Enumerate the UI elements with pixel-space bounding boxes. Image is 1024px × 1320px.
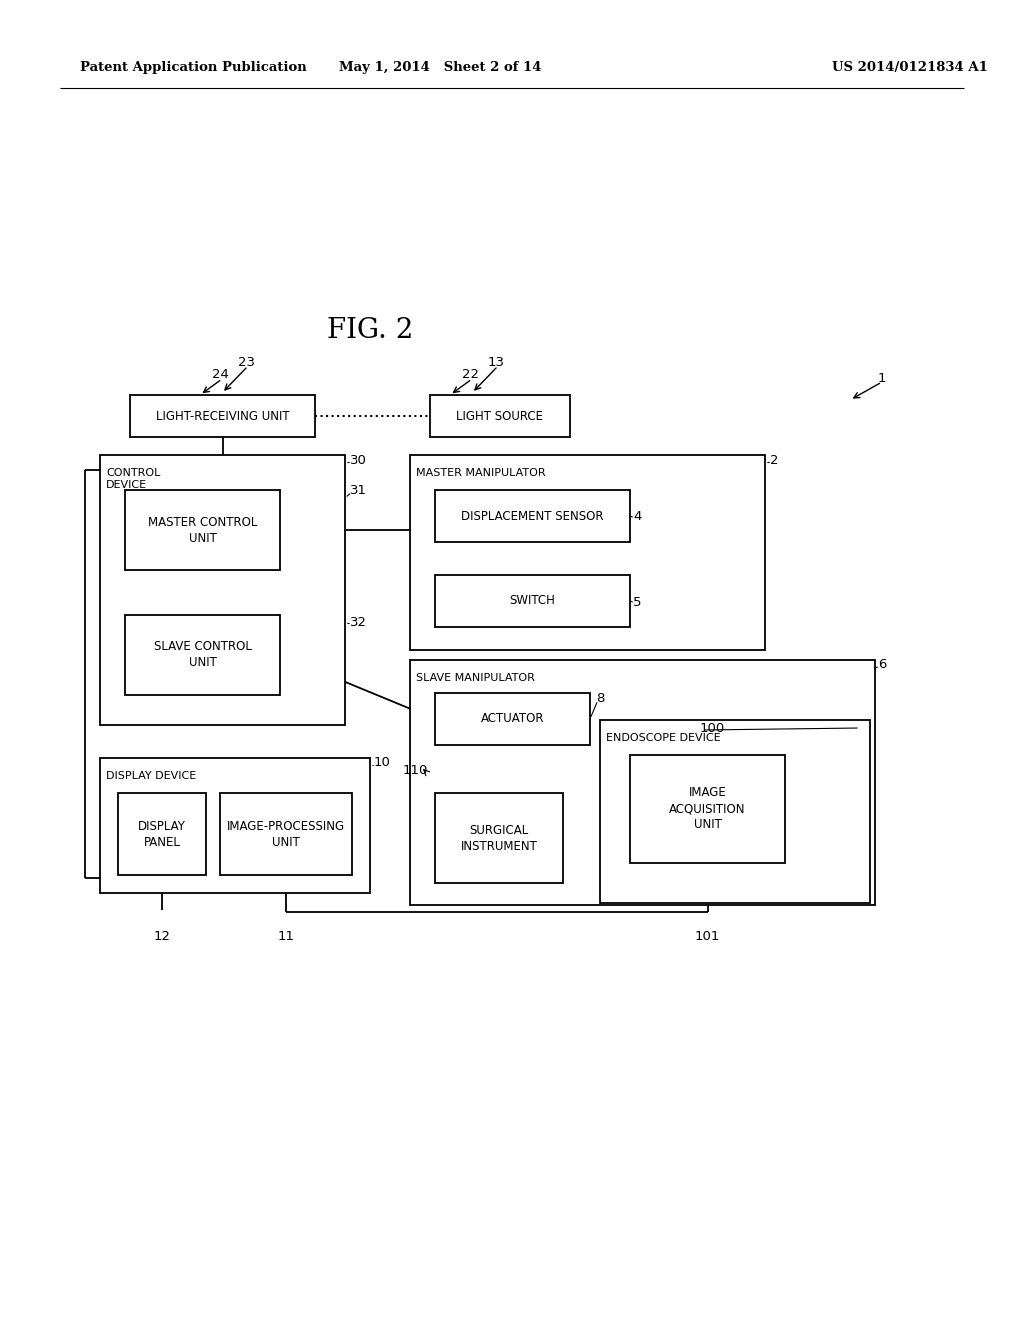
Text: MASTER CONTROL
UNIT: MASTER CONTROL UNIT <box>147 516 257 544</box>
Text: 12: 12 <box>154 931 171 942</box>
Text: 101: 101 <box>695 931 720 942</box>
Bar <box>118 793 206 875</box>
Text: SLAVE CONTROL
UNIT: SLAVE CONTROL UNIT <box>154 640 252 669</box>
Bar <box>125 615 280 696</box>
Text: 22: 22 <box>462 368 479 381</box>
Bar <box>130 395 315 437</box>
Text: 13: 13 <box>488 355 505 368</box>
Text: FIG. 2: FIG. 2 <box>327 317 414 343</box>
Text: 11: 11 <box>278 931 295 942</box>
Text: 1: 1 <box>878 371 887 384</box>
Bar <box>435 490 630 543</box>
Bar <box>100 758 370 894</box>
Text: 8: 8 <box>596 692 604 705</box>
Text: CONTROL
DEVICE: CONTROL DEVICE <box>106 469 161 490</box>
Text: ACTUATOR: ACTUATOR <box>480 713 544 726</box>
Bar <box>410 660 874 906</box>
Bar <box>435 793 563 883</box>
Text: SWITCH: SWITCH <box>510 594 555 607</box>
Text: ENDOSCOPE DEVICE: ENDOSCOPE DEVICE <box>606 733 721 743</box>
Text: 2: 2 <box>770 454 778 466</box>
Text: IMAGE-PROCESSING
UNIT: IMAGE-PROCESSING UNIT <box>227 820 345 849</box>
Text: US 2014/0121834 A1: US 2014/0121834 A1 <box>833 62 988 74</box>
Text: 6: 6 <box>878 659 887 672</box>
Text: 100: 100 <box>700 722 725 734</box>
Text: 31: 31 <box>350 483 367 496</box>
Text: SURGICAL
INSTRUMENT: SURGICAL INSTRUMENT <box>461 824 538 853</box>
Text: DISPLAY DEVICE: DISPLAY DEVICE <box>106 771 197 781</box>
Bar <box>435 693 590 744</box>
Text: LIGHT-RECEIVING UNIT: LIGHT-RECEIVING UNIT <box>156 409 290 422</box>
Bar <box>125 490 280 570</box>
Bar <box>430 395 570 437</box>
Text: DISPLACEMENT SENSOR: DISPLACEMENT SENSOR <box>461 510 604 523</box>
Text: LIGHT SOURCE: LIGHT SOURCE <box>457 409 544 422</box>
Text: 5: 5 <box>633 595 641 609</box>
Text: DISPLAY
PANEL: DISPLAY PANEL <box>138 820 186 849</box>
Text: 30: 30 <box>350 454 367 466</box>
Bar <box>630 755 785 863</box>
Text: 4: 4 <box>633 511 641 524</box>
Text: May 1, 2014   Sheet 2 of 14: May 1, 2014 Sheet 2 of 14 <box>339 62 542 74</box>
Bar <box>100 455 345 725</box>
Text: 24: 24 <box>212 368 229 381</box>
Text: 32: 32 <box>350 615 367 628</box>
Text: SLAVE MANIPULATOR: SLAVE MANIPULATOR <box>416 673 535 682</box>
Bar <box>220 793 352 875</box>
Text: IMAGE
ACQUISITION
UNIT: IMAGE ACQUISITION UNIT <box>670 787 745 832</box>
Bar <box>435 576 630 627</box>
Text: Patent Application Publication: Patent Application Publication <box>80 62 307 74</box>
Bar <box>410 455 765 649</box>
Text: 10: 10 <box>374 756 391 770</box>
Text: MASTER MANIPULATOR: MASTER MANIPULATOR <box>416 469 546 478</box>
Text: 23: 23 <box>238 355 255 368</box>
Bar <box>600 719 870 903</box>
Text: 110: 110 <box>402 763 428 776</box>
